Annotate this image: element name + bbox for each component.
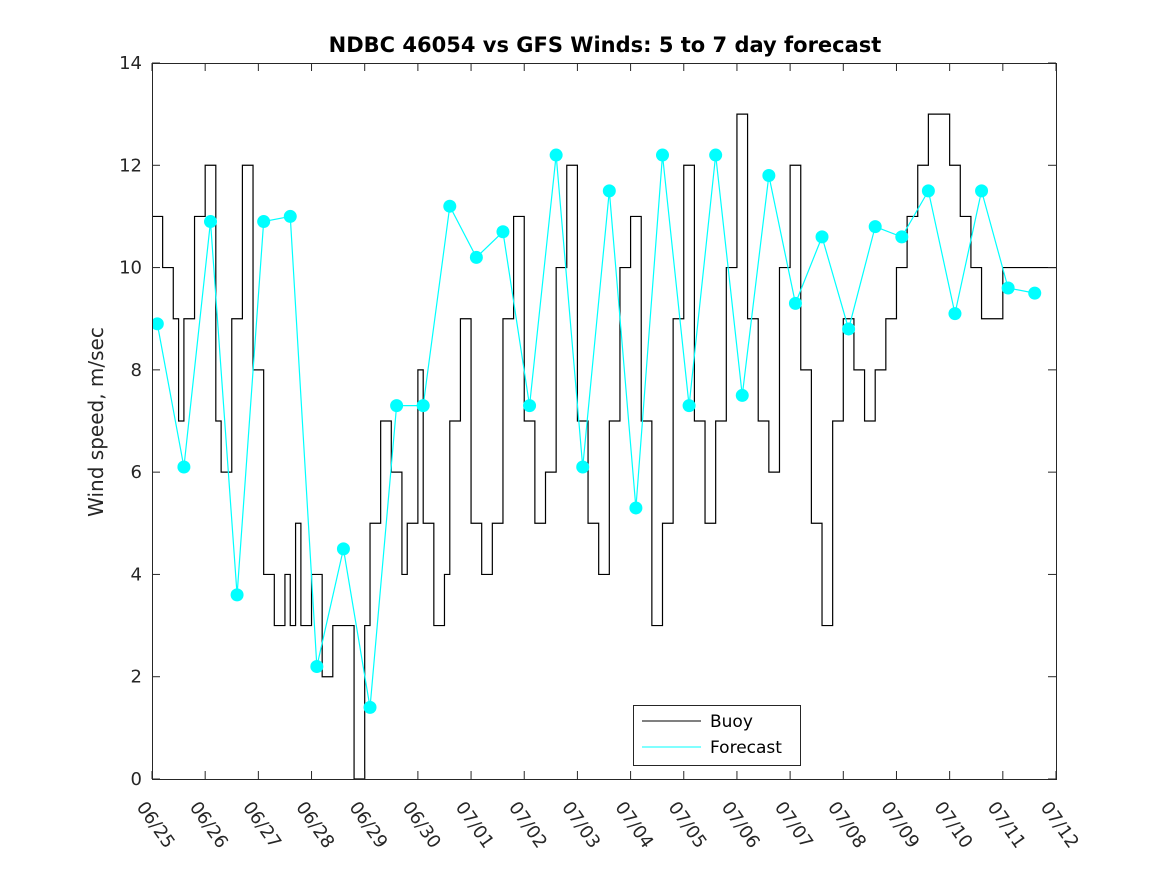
y-tick-label: 10 <box>119 258 142 279</box>
forecast-marker <box>682 399 696 413</box>
forecast-marker <box>576 460 590 474</box>
forecast-marker <box>496 225 510 239</box>
forecast-marker <box>416 399 430 413</box>
forecast-marker <box>709 148 723 162</box>
forecast-marker <box>257 215 271 229</box>
forecast-marker <box>788 296 802 310</box>
forecast-marker <box>283 209 297 223</box>
series-line-buoy <box>152 113 1056 779</box>
legend-label-buoy: Buoy <box>710 712 753 732</box>
forecast-marker <box>390 399 404 413</box>
forecast-marker <box>842 322 856 336</box>
y-axis-label: Wind speed, m/sec <box>84 327 108 517</box>
forecast-marker <box>336 542 350 556</box>
forecast-marker <box>762 169 776 183</box>
y-tick-label: 14 <box>119 53 142 74</box>
legend-box <box>633 705 801 766</box>
legend: Buoy Forecast <box>633 705 801 766</box>
y-tick-label: 0 <box>131 769 142 790</box>
forecast-marker <box>523 399 537 413</box>
y-tick-label: 8 <box>131 360 142 381</box>
forecast-marker <box>815 230 829 244</box>
y-tick-label: 2 <box>131 667 142 688</box>
forecast-marker <box>469 250 483 264</box>
series-layer <box>152 113 1056 779</box>
y-axis: 0 2 4 6 8 10 12 14 <box>119 53 1056 790</box>
series-line-forecast <box>156 154 1035 708</box>
legend-label-forecast: Forecast <box>710 738 782 758</box>
plot-frame <box>152 63 1057 780</box>
forecast-marker <box>549 148 563 162</box>
forecast-marker <box>895 230 909 244</box>
y-tick-label: 4 <box>131 564 142 585</box>
forecast-marker <box>921 184 935 198</box>
chart-title: NDBC 46054 vs GFS Winds: 5 to 7 day fore… <box>329 33 882 57</box>
y-tick-label: 12 <box>119 155 142 176</box>
y-tick-label: 6 <box>131 462 142 483</box>
forecast-marker <box>975 184 989 198</box>
forecast-marker <box>203 215 217 229</box>
forecast-marker <box>152 317 164 331</box>
forecast-marker <box>443 199 457 213</box>
forecast-marker <box>363 700 377 714</box>
forecast-marker <box>177 460 191 474</box>
forecast-marker <box>1001 281 1015 295</box>
forecast-marker <box>948 307 962 321</box>
forecast-marker <box>868 220 882 234</box>
forecast-marker <box>629 501 643 515</box>
forecast-marker <box>1028 286 1042 300</box>
forecast-marker <box>230 588 244 602</box>
forecast-marker <box>602 184 616 198</box>
forecast-marker <box>655 148 669 162</box>
forecast-marker <box>735 388 749 402</box>
forecast-marker <box>310 659 324 673</box>
